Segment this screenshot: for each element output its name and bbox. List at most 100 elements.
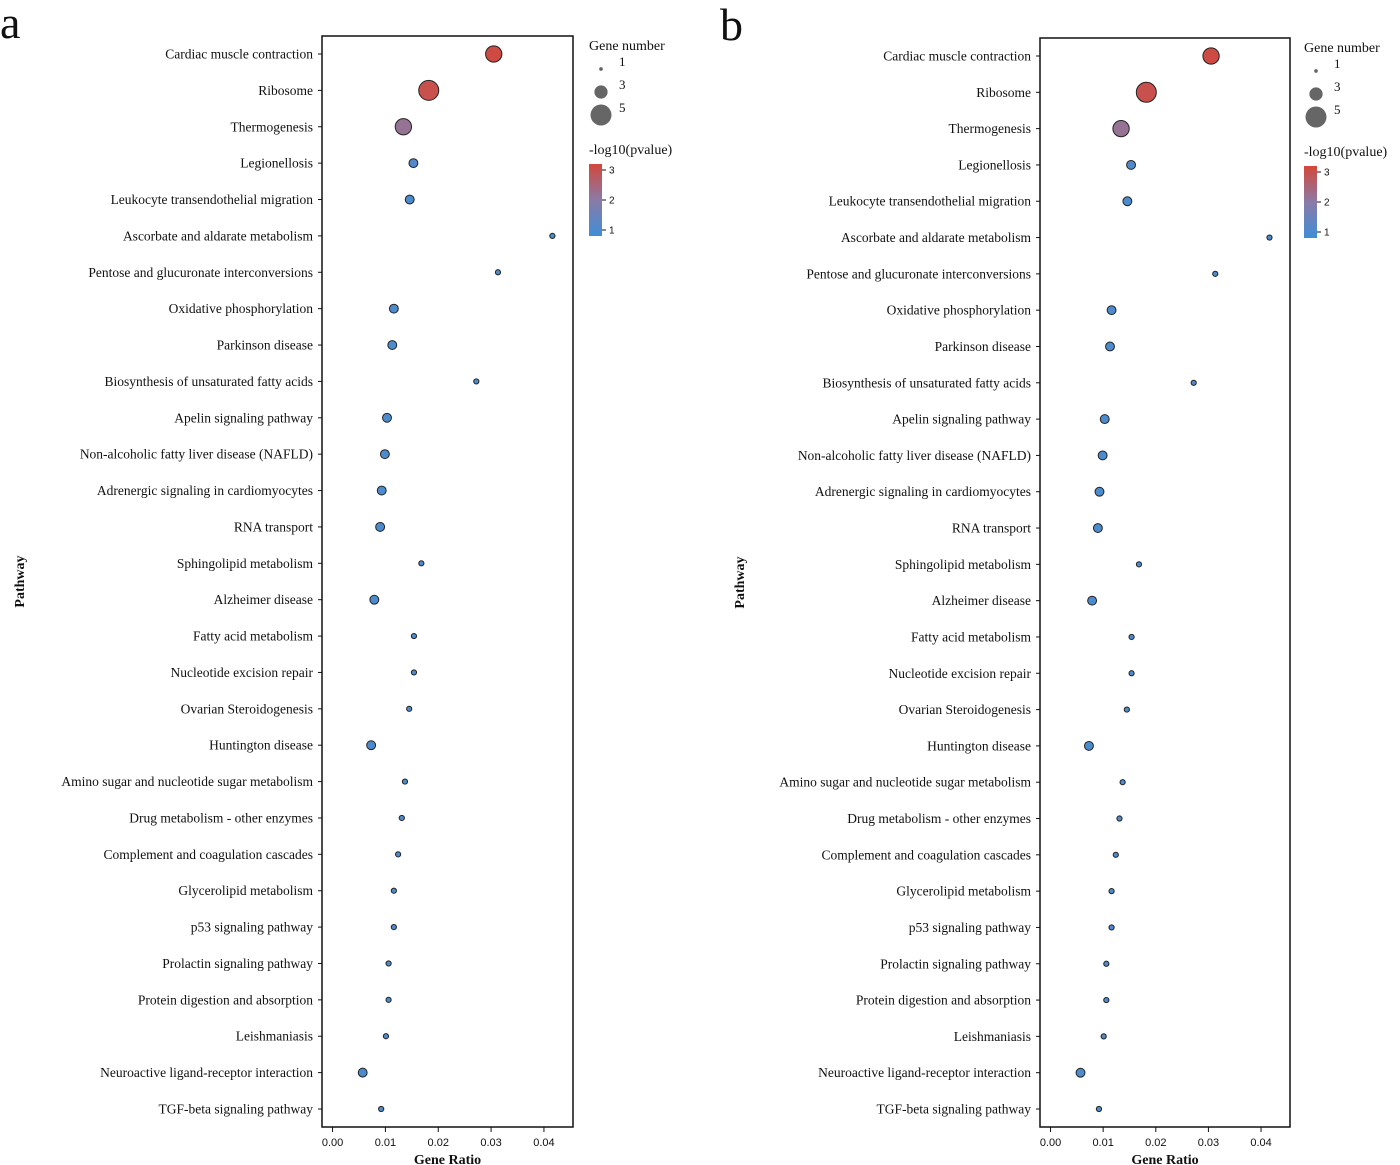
pathway-label: Ascorbate and aldarate metabolism [123, 228, 314, 243]
pathway-label: Sphingolipid metabolism [177, 556, 314, 571]
pathway-label: Glycerolipid metabolism [896, 884, 1031, 899]
data-point [357, 1067, 368, 1078]
data-point [1128, 670, 1135, 677]
pathway-label: Leishmaniasis [236, 1029, 313, 1044]
data-point [1108, 888, 1115, 895]
data-point [398, 814, 405, 822]
data-point [1135, 81, 1157, 103]
color-legend-title: -log10(pvalue) [589, 143, 673, 158]
size-legend-label: 5 [1334, 102, 1341, 117]
pathway-label: Neuroactive ligand-receptor interaction [818, 1065, 1031, 1080]
data-point [387, 340, 398, 350]
pathway-label: Protein digestion and absorption [138, 992, 313, 1007]
data-point [408, 158, 419, 169]
pathway-label: Nucleotide excision repair [171, 665, 314, 680]
data-point [1095, 1105, 1103, 1113]
pathway-label: RNA transport [234, 519, 313, 534]
size-legend-label: 3 [619, 77, 626, 92]
pathway-label: Fatty acid metabolism [193, 629, 313, 644]
y-axis-title: Pathway [13, 555, 28, 607]
data-point [369, 594, 380, 605]
pathway-label: Non-alcoholic fatty liver disease (NAFLD… [80, 447, 313, 462]
pathway-label: Drug metabolism - other enzymes [129, 810, 313, 825]
data-point [1212, 270, 1219, 277]
pathway-label: Pentose and glucuronate interconversions [88, 265, 313, 280]
pathway-label: Prolactin signaling pathway [880, 956, 1031, 971]
pathway-label: Cardiac muscle contraction [883, 49, 1031, 64]
pathway-label: Adrenergic signaling in cardiomyocytes [815, 484, 1031, 499]
pathway-label: Ovarian Steroidogenesis [181, 701, 313, 716]
colorbar-tick-label: 3 [609, 166, 615, 177]
panel-a: a Pathway Cardiac muscle contraction Riboso… [0, 0, 673, 1165]
x-tick-label: 0.04 [1250, 1137, 1271, 1149]
colorbar [1304, 166, 1317, 238]
data-point [1103, 960, 1110, 967]
data-point [1103, 996, 1110, 1004]
pathway-label: Apelin signaling pathway [892, 412, 1031, 427]
data-point [1190, 379, 1197, 386]
panel-b: b Pathway Cardiac muscle contraction Riboso… [720, 0, 1388, 1165]
pathway-label: Ribosome [258, 83, 313, 98]
colorbar-tick-label: 2 [609, 196, 615, 207]
x-tick-label: 0.02 [428, 1137, 449, 1149]
data-point [1106, 305, 1117, 316]
pathway-label: Drug metabolism - other enzymes [847, 811, 1031, 826]
data-point [410, 669, 418, 676]
pathway-label: Protein digestion and absorption [856, 993, 1031, 1008]
x-axis-title: Gene Ratio [414, 1153, 481, 1165]
pathway-label: Non-alcoholic fatty liver disease (NAFLD… [798, 448, 1031, 463]
pathway-label: Glycerolipid metabolism [178, 883, 313, 898]
x-tick-label: 0.04 [533, 1137, 554, 1149]
data-point [1094, 486, 1105, 497]
panel-letter: b [720, 0, 743, 50]
panel-letter: a [0, 0, 20, 48]
data-point [1112, 851, 1119, 858]
data-point [390, 924, 397, 931]
size-legend-label: 1 [619, 54, 626, 69]
data-point [549, 232, 556, 239]
data-point [382, 1033, 390, 1040]
pathway-label: TGF-beta signaling pathway [877, 1102, 1032, 1117]
x-tick-label: 0.00 [1040, 1137, 1061, 1149]
colorbar-tick-label: 1 [609, 226, 615, 237]
pathway-label: Nucleotide excision repair [889, 666, 1032, 681]
plot-frame [1039, 37, 1291, 1128]
data-point [410, 632, 418, 640]
data-point [382, 412, 392, 423]
data-point [1126, 159, 1137, 170]
pathway-label: Ascorbate and aldarate metabolism [841, 230, 1032, 245]
pathway-label: Fatty acid metabolism [911, 629, 1031, 644]
pathway-label: Huntington disease [209, 738, 313, 753]
plot-frame [321, 35, 574, 1128]
colorbar-tick-label: 1 [1324, 228, 1330, 239]
size-legend-title: Gene number [589, 39, 665, 54]
data-point [1100, 1033, 1107, 1040]
data-point [406, 705, 413, 712]
size-legend-label: 3 [1334, 79, 1341, 94]
size-legend-marker [590, 104, 612, 126]
x-axis-title: Gene Ratio [1131, 1153, 1198, 1165]
data-point [1266, 234, 1273, 241]
data-point [1092, 523, 1103, 533]
color-legend-title: -log10(pvalue) [1304, 145, 1388, 160]
pathway-label: Oxidative phosphorylation [169, 301, 314, 316]
data-point [1083, 740, 1094, 751]
data-point [385, 960, 392, 967]
pathway-label: Adrenergic signaling in cardiomyocytes [97, 483, 313, 498]
x-tick-label: 0.01 [1092, 1137, 1113, 1149]
pathway-label: Sphingolipid metabolism [895, 557, 1032, 572]
data-point [376, 485, 387, 496]
data-point [1116, 815, 1123, 822]
pathway-label: Legionellosis [240, 156, 313, 171]
pathway-label: Leukocyte transendothelial migration [111, 192, 314, 207]
data-point [394, 118, 413, 136]
size-legend-title: Gene number [1304, 41, 1380, 56]
pathway-label: Oxidative phosphorylation [887, 303, 1032, 318]
data-point [1108, 924, 1115, 931]
data-point [1122, 196, 1133, 207]
pathway-label: Ribosome [976, 85, 1031, 100]
data-point [1202, 47, 1220, 65]
data-point [418, 79, 440, 101]
x-tick-label: 0.03 [1198, 1137, 1219, 1149]
